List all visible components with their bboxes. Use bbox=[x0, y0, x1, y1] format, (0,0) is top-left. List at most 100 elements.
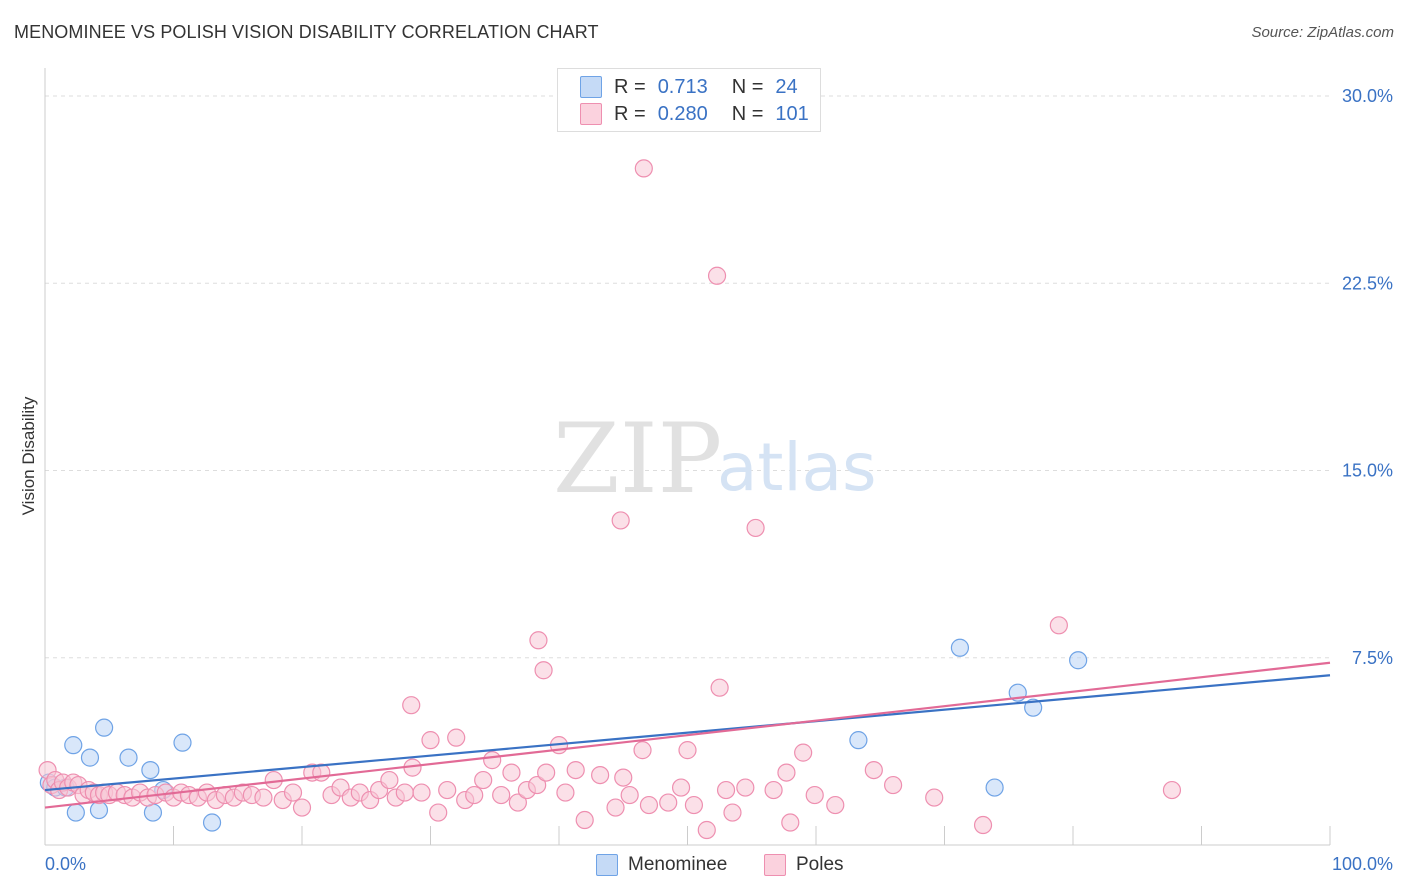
poles-point bbox=[575, 810, 594, 830]
trend-lines bbox=[44, 661, 1331, 809]
poles-point bbox=[620, 785, 639, 805]
y-tick-label: 7.5% bbox=[1352, 648, 1393, 668]
legend-swatch-menominee bbox=[580, 76, 602, 98]
chart-title: MENOMINEE VS POLISH VISION DISABILITY CO… bbox=[14, 22, 599, 42]
poles-point bbox=[973, 815, 993, 835]
bottom-legend-poles: Poles bbox=[764, 852, 844, 878]
poles-point bbox=[659, 793, 678, 812]
poles-point bbox=[283, 783, 303, 802]
poles-point bbox=[736, 778, 755, 797]
poles-point bbox=[707, 266, 727, 285]
poles-point bbox=[429, 803, 448, 822]
bottom-legend-label-menominee: Menominee bbox=[628, 854, 728, 875]
poles-point bbox=[528, 775, 547, 795]
poles-point bbox=[805, 785, 824, 805]
menominee-point bbox=[141, 760, 160, 780]
menominee-point bbox=[849, 731, 868, 750]
poles-point bbox=[606, 798, 625, 817]
menominee-point bbox=[119, 748, 138, 767]
poles-point bbox=[529, 631, 548, 650]
poles-point bbox=[465, 785, 484, 805]
tick-labels: 7.5% 15.0% 22.5% 30.0% 0.0% 100.0% bbox=[45, 86, 1393, 874]
gridlines bbox=[45, 95, 1330, 659]
bottom-legend-menominee: Menominee bbox=[596, 852, 727, 878]
legend-r-value: 0.713 bbox=[657, 75, 708, 98]
poles-point bbox=[883, 775, 903, 795]
poles-point bbox=[723, 803, 742, 822]
bottom-legend-swatch-menominee bbox=[596, 854, 618, 876]
poles-point bbox=[716, 780, 736, 800]
legend-n-value: 24 bbox=[775, 75, 798, 98]
y-tick-label: 22.5% bbox=[1342, 273, 1393, 293]
poles-trend-line bbox=[44, 661, 1331, 809]
y-axis-label: Vision Disability bbox=[19, 396, 38, 515]
poles-point bbox=[483, 751, 502, 770]
menominee-point bbox=[202, 813, 222, 832]
menominee-point bbox=[66, 803, 85, 822]
poles-point bbox=[534, 661, 553, 680]
poles-point bbox=[566, 760, 585, 780]
legend-n-label: N = bbox=[731, 102, 764, 125]
poles-point bbox=[412, 783, 431, 802]
poles-point bbox=[864, 760, 883, 780]
y-tick-label: 15.0% bbox=[1342, 461, 1393, 481]
poles-point bbox=[794, 743, 813, 762]
correlation-legend: R = 0.713 N = 24 R = 0.280 N = 101 bbox=[557, 68, 821, 132]
poles-point bbox=[402, 696, 421, 715]
menominee-trend-line bbox=[44, 674, 1331, 792]
poles-point bbox=[671, 778, 691, 797]
poles-point bbox=[746, 518, 765, 538]
legend-row-poles: R = 0.280 N = 101 bbox=[580, 101, 809, 127]
axes bbox=[44, 68, 1331, 846]
poles-point bbox=[395, 783, 414, 802]
poles-point bbox=[925, 788, 944, 807]
poles-point bbox=[634, 159, 653, 178]
poles-point bbox=[639, 795, 659, 815]
poles-point bbox=[633, 741, 652, 760]
legend-row-menominee: R = 0.713 N = 24 bbox=[580, 74, 798, 100]
y-tick-label: 30.0% bbox=[1342, 86, 1393, 106]
x-tick-label: 0.0% bbox=[45, 854, 86, 874]
watermark-zip: ZIP bbox=[553, 403, 722, 515]
poles-point bbox=[781, 813, 800, 832]
poles-point bbox=[292, 798, 312, 817]
menominee-point bbox=[950, 638, 970, 657]
poles-point bbox=[254, 788, 273, 807]
poles-point bbox=[556, 783, 575, 802]
menominee-point bbox=[95, 718, 114, 737]
poles-point bbox=[474, 770, 493, 790]
poles-point bbox=[777, 763, 796, 782]
source-credit: Source: ZipAtlas.com bbox=[1251, 24, 1394, 41]
poles-point bbox=[678, 741, 697, 760]
legend-r-label: R = bbox=[614, 102, 646, 125]
poles-point bbox=[826, 795, 845, 815]
poles-point bbox=[591, 765, 610, 785]
poles-point bbox=[697, 820, 716, 840]
poles-point bbox=[447, 728, 466, 747]
poles-point bbox=[421, 731, 440, 750]
menominee-point bbox=[64, 736, 83, 755]
watermark-atlas: atlas bbox=[717, 429, 877, 506]
menominee-point bbox=[1024, 698, 1043, 717]
menominee-point bbox=[80, 748, 100, 767]
poles-point bbox=[611, 511, 630, 530]
menominee-point bbox=[1069, 651, 1088, 670]
poles-point bbox=[614, 768, 633, 787]
legend-swatch-poles bbox=[580, 103, 602, 125]
poles-point bbox=[438, 780, 457, 800]
menominee-point bbox=[985, 778, 1004, 797]
poles-point bbox=[764, 780, 783, 800]
bottom-legend-label-poles: Poles bbox=[796, 854, 844, 875]
poles-point bbox=[492, 785, 511, 805]
poles-point bbox=[1049, 616, 1068, 635]
poles-point bbox=[684, 795, 704, 815]
legend-r-label: R = bbox=[614, 75, 646, 98]
legend-r-value: 0.280 bbox=[657, 102, 708, 125]
menominee-point bbox=[173, 733, 192, 752]
x-tick-label: 100.0% bbox=[1332, 854, 1393, 874]
poles-point bbox=[380, 770, 399, 790]
bottom-legend-swatch-poles bbox=[764, 854, 786, 876]
poles-point bbox=[502, 763, 521, 782]
poles-point bbox=[508, 793, 527, 812]
